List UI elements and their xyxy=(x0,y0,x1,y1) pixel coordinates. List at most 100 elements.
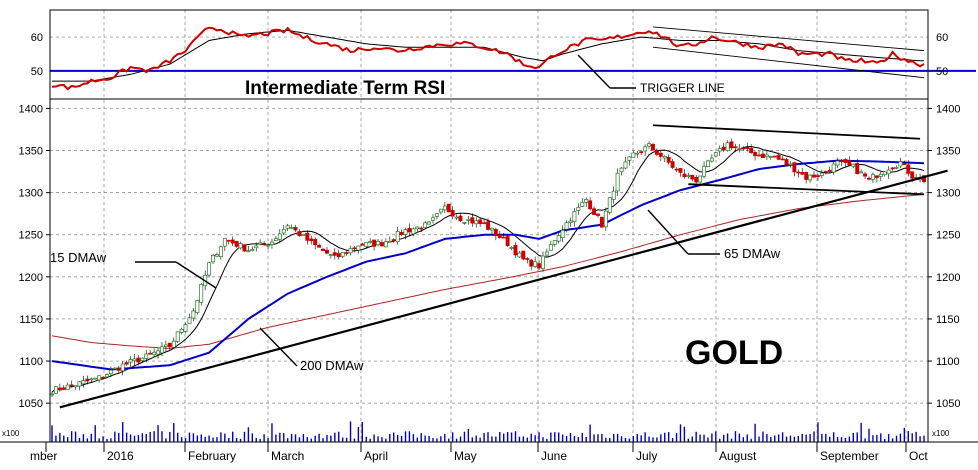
volume-bar xyxy=(67,437,69,442)
candle-up xyxy=(552,240,557,245)
candle-down xyxy=(812,174,816,178)
candle-down xyxy=(407,227,412,233)
candle-up xyxy=(423,222,428,228)
candle-down xyxy=(482,222,487,225)
rsi-tick-label-right: 50 xyxy=(936,66,948,78)
candle-down xyxy=(57,387,62,391)
month-label: 2016 xyxy=(107,449,134,463)
candle-up xyxy=(702,165,706,177)
instrument-label: GOLD xyxy=(685,334,783,372)
candle-up xyxy=(222,238,227,247)
candle-down xyxy=(521,250,526,260)
volume-bar xyxy=(82,434,85,442)
candle-up xyxy=(105,374,109,378)
volume-bar xyxy=(243,431,246,442)
volume-bar xyxy=(345,437,348,442)
volume-bar xyxy=(161,431,163,442)
candle-down xyxy=(313,238,318,246)
volume-bar xyxy=(746,434,748,442)
candle-down xyxy=(776,154,781,160)
candle-up xyxy=(894,166,899,169)
candle-up xyxy=(108,369,113,374)
candle-down xyxy=(321,248,325,251)
rsi-tick-label-left: 60 xyxy=(31,32,43,44)
volume-bar xyxy=(396,434,399,442)
candle-down xyxy=(670,161,675,168)
volume-bar xyxy=(503,433,505,442)
volume-bar xyxy=(306,437,309,442)
volume-bar xyxy=(231,431,234,442)
volume-bar xyxy=(593,434,595,442)
volume-bar xyxy=(722,434,725,442)
volume-bar xyxy=(703,434,705,442)
candle-up xyxy=(199,284,204,303)
candle-up xyxy=(572,211,577,223)
volume-bar xyxy=(542,437,544,442)
annotation-trigger-line: TRIGGER LINE xyxy=(640,81,725,95)
volume-bar xyxy=(341,437,344,442)
volume-bar xyxy=(196,435,199,442)
volume-bar xyxy=(192,433,195,442)
month-label: April xyxy=(364,449,388,463)
trendline-layer xyxy=(59,124,948,409)
volume-bar xyxy=(184,438,187,442)
candle-up xyxy=(442,205,447,211)
volume-bar xyxy=(526,437,528,442)
candle-up xyxy=(662,155,667,159)
candle-down xyxy=(136,357,141,363)
candle-down xyxy=(470,217,475,224)
month-label: June xyxy=(541,449,567,463)
volume-bar xyxy=(475,435,477,442)
volume-bar xyxy=(451,432,454,442)
candle-down xyxy=(234,240,239,247)
volume-bar xyxy=(923,435,925,442)
trendline-triangle-bottom xyxy=(688,183,925,196)
volume-bar xyxy=(283,433,285,442)
candle-up xyxy=(368,241,373,243)
volume-bar xyxy=(829,436,831,442)
candle-up xyxy=(238,243,243,249)
volume-bar xyxy=(880,433,882,442)
candle-up xyxy=(611,190,616,200)
candle-up xyxy=(81,380,86,385)
candle-down xyxy=(399,232,404,235)
candle-down xyxy=(148,352,153,355)
volume-bar xyxy=(263,434,265,442)
candle-down xyxy=(847,160,852,166)
volume-bar xyxy=(660,434,662,442)
candle-up xyxy=(737,148,742,150)
volume-bar xyxy=(149,431,151,442)
volume-bar xyxy=(581,432,583,442)
candle-up xyxy=(619,167,624,173)
candle-down xyxy=(815,175,820,178)
candle-up xyxy=(415,226,420,230)
volume-bar xyxy=(864,438,866,442)
volume-bar xyxy=(848,436,851,442)
candle-up xyxy=(183,324,188,332)
candle-down xyxy=(745,147,750,149)
volume-bar xyxy=(393,432,395,442)
candle-up xyxy=(266,244,270,247)
volume-bar xyxy=(157,425,159,442)
annotation-200-dmaw: 200 DMAw xyxy=(300,358,364,373)
candle-up xyxy=(647,143,651,147)
volume-bar xyxy=(459,436,462,442)
volume-bar xyxy=(70,431,73,442)
volume-bar xyxy=(770,437,772,442)
candle-up xyxy=(383,241,388,248)
volume-bar xyxy=(510,432,513,442)
candle-up xyxy=(725,142,730,151)
volume-bar xyxy=(577,437,580,442)
volume-bar xyxy=(852,432,854,442)
candle-down xyxy=(297,231,302,237)
candle-up xyxy=(564,222,569,230)
volume-bar xyxy=(353,438,356,442)
frame-layer xyxy=(0,9,978,443)
volume-bar xyxy=(455,438,458,442)
volume-bar xyxy=(204,436,206,442)
volume-bar xyxy=(173,423,175,442)
volume-bar xyxy=(145,433,147,442)
candle-down xyxy=(682,173,687,178)
price-tick-label-left: 1300 xyxy=(19,188,43,200)
candle-up xyxy=(289,227,294,229)
